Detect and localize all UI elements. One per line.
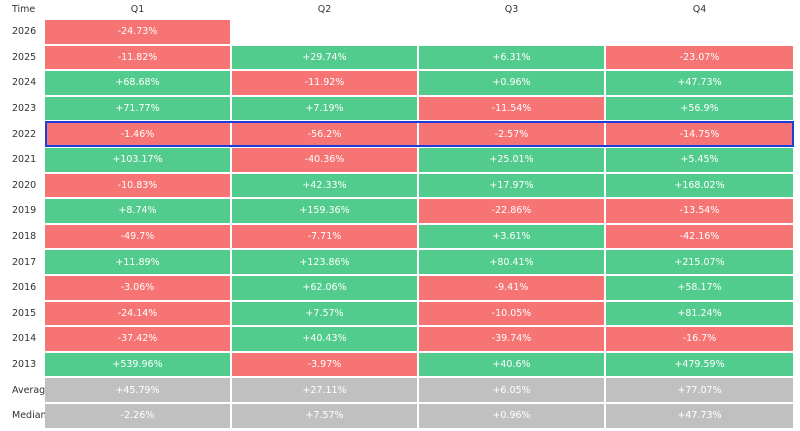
- return-cell: +77.07%: [606, 378, 793, 402]
- column-header: Time: [12, 3, 36, 15]
- return-cell: +25.01%: [419, 148, 604, 172]
- return-cell: -2.57%: [419, 122, 604, 146]
- row-label: 2014: [12, 333, 37, 345]
- return-cell: +27.11%: [232, 378, 417, 402]
- return-cell: +3.61%: [419, 224, 604, 249]
- row-label: Average: [12, 384, 52, 396]
- row-label: 2026: [12, 26, 37, 38]
- return-cell: +6.31%: [419, 45, 604, 70]
- row-label: 2019: [12, 205, 37, 217]
- row-label: 2021: [12, 154, 37, 166]
- return-cell: +159.36%: [232, 199, 417, 223]
- return-cell: -2.26%: [45, 404, 230, 428]
- row-label: 2015: [12, 307, 37, 319]
- row-label: 2017: [12, 256, 37, 268]
- selected-row: [45, 121, 794, 147]
- return-cell: +103.17%: [45, 148, 230, 172]
- row-label: Median: [12, 410, 47, 422]
- return-cell: +0.96%: [419, 71, 604, 95]
- return-cell: +168.02%: [606, 173, 793, 198]
- return-cell: -7.71%: [232, 224, 417, 249]
- return-cell: -11.92%: [232, 71, 417, 95]
- row-label: 2020: [12, 179, 37, 191]
- return-cell: +47.73%: [606, 71, 793, 95]
- return-cell: +40.6%: [419, 352, 604, 377]
- column-header: Q2: [317, 3, 332, 15]
- row-label: 2025: [12, 51, 37, 63]
- return-cell: -24.73%: [45, 20, 230, 44]
- return-cell: +42.33%: [232, 173, 417, 198]
- row-label: 2023: [12, 103, 37, 115]
- return-cell: -3.06%: [45, 276, 230, 300]
- return-cell: +539.96%: [45, 352, 230, 377]
- return-cell: +47.73%: [606, 404, 793, 428]
- return-cell: +479.59%: [606, 352, 793, 377]
- return-cell: +215.07%: [606, 250, 793, 274]
- row-label: 2024: [12, 77, 37, 89]
- return-cell: -11.54%: [419, 96, 604, 121]
- return-cell: -49.7%: [45, 224, 230, 249]
- return-cell: +62.06%: [232, 276, 417, 300]
- return-cell: +7.57%: [232, 404, 417, 428]
- return-cell: +71.77%: [45, 96, 230, 121]
- return-cell: +40.43%: [232, 327, 417, 351]
- row-label: 2018: [12, 231, 37, 243]
- return-cell: +7.57%: [232, 301, 417, 326]
- row-label: 2016: [12, 282, 37, 294]
- return-cell: -13.54%: [606, 199, 793, 223]
- return-cell: +6.05%: [419, 378, 604, 402]
- return-cell: +17.97%: [419, 173, 604, 198]
- return-cell: -9.41%: [419, 276, 604, 300]
- return-cell: +81.24%: [606, 301, 793, 326]
- return-cell: +5.45%: [606, 148, 793, 172]
- return-cell: +8.74%: [45, 199, 230, 223]
- return-cell: -3.97%: [232, 352, 417, 377]
- return-cell: +80.41%: [419, 250, 604, 274]
- return-cell: +123.86%: [232, 250, 417, 274]
- column-header: Q1: [130, 3, 145, 15]
- return-cell: +11.89%: [45, 250, 230, 274]
- return-cell: +29.74%: [232, 45, 417, 70]
- return-cell: +68.68%: [45, 71, 230, 95]
- return-cell: -37.42%: [45, 327, 230, 351]
- return-cell: -39.74%: [419, 327, 604, 351]
- return-cell: +58.17%: [606, 276, 793, 300]
- return-cell: -14.75%: [606, 122, 793, 146]
- return-cell: -10.83%: [45, 173, 230, 198]
- return-cell: +0.96%: [419, 404, 604, 428]
- return-cell: -10.05%: [419, 301, 604, 326]
- return-cell: +45.79%: [45, 378, 230, 402]
- return-cell: -42.16%: [606, 224, 793, 249]
- return-cell: -11.82%: [45, 45, 230, 70]
- row-label: 2013: [12, 359, 37, 371]
- return-cell: -40.36%: [232, 148, 417, 172]
- row-label: 2022: [12, 128, 37, 140]
- return-cell: +56.9%: [606, 96, 793, 121]
- return-cell: -22.86%: [419, 199, 604, 223]
- return-cell: -56.2%: [232, 122, 417, 146]
- return-cell: -1.46%: [45, 122, 230, 146]
- return-cell: -23.07%: [606, 45, 793, 70]
- return-cell: -16.7%: [606, 327, 793, 351]
- return-cell: -24.14%: [45, 301, 230, 326]
- column-header: Q3: [504, 3, 519, 15]
- column-header: Q4: [692, 3, 707, 15]
- return-cell: +7.19%: [232, 96, 417, 121]
